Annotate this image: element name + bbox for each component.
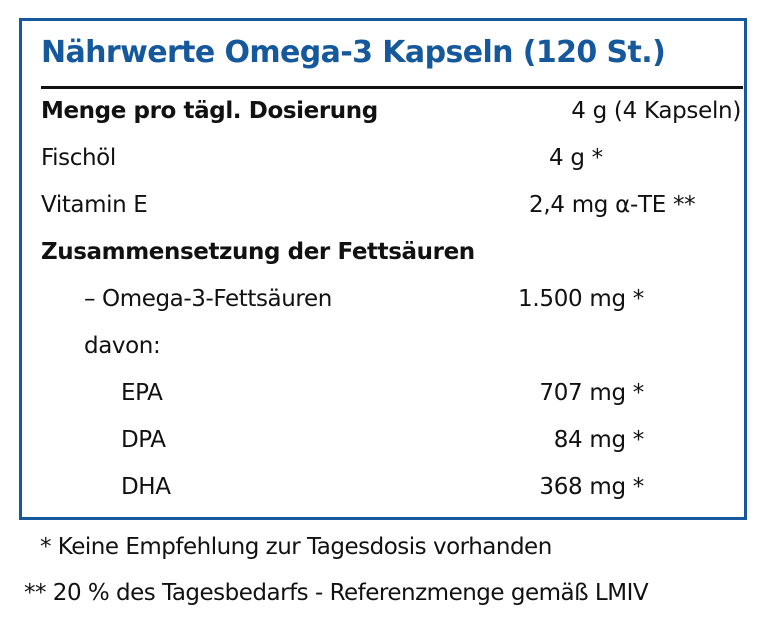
row-value: 1.500 mg * [518, 286, 644, 312]
row-label: – Omega-3-Fettsäuren [84, 286, 332, 312]
row-label: EPA [121, 380, 163, 406]
row-label: Menge pro tägl. Dosierung [41, 98, 378, 124]
title-divider [41, 86, 743, 89]
row-value: 4 g (4 Kapseln) [571, 98, 741, 124]
row-daily-dose: Menge pro tägl. Dosierung 4 g (4 Kapseln… [22, 98, 744, 138]
row-vitamin-e: Vitamin E 2,4 mg α-TE ** [22, 192, 744, 232]
row-label: Fischöl [41, 145, 116, 171]
row-label: davon: [84, 333, 161, 359]
footnote-daily-requirement: ** 20 % des Tagesbedarfs - Referenzmenge… [24, 580, 649, 606]
nutrition-facts-panel: Nährwerte Omega-3 Kapseln (120 St.) Meng… [19, 18, 747, 520]
row-dpa: DPA 84 mg * [22, 427, 744, 467]
row-value: 2,4 mg α-TE ** [529, 192, 696, 218]
row-value: 4 g * [549, 145, 603, 171]
footnote-no-recommendation: * Keine Empfehlung zur Tagesdosis vorhan… [40, 534, 552, 560]
row-fish-oil: Fischöl 4 g * [22, 145, 744, 185]
row-davon: davon: [22, 333, 744, 373]
row-dha: DHA 368 mg * [22, 474, 744, 514]
panel-title: Nährwerte Omega-3 Kapseln (120 St.) [41, 35, 666, 70]
row-value: 84 mg * [553, 427, 645, 453]
row-fatty-acids-heading: Zusammensetzung der Fettsäuren [22, 239, 744, 279]
row-omega3: – Omega-3-Fettsäuren 1.500 mg * [22, 286, 744, 326]
row-value: 707 mg * [539, 380, 644, 406]
row-label: Zusammensetzung der Fettsäuren [41, 239, 475, 265]
row-label: DHA [121, 474, 171, 500]
row-label: Vitamin E [41, 192, 148, 218]
row-value: 368 mg * [539, 474, 644, 500]
row-label: DPA [121, 427, 166, 453]
row-epa: EPA 707 mg * [22, 380, 744, 420]
